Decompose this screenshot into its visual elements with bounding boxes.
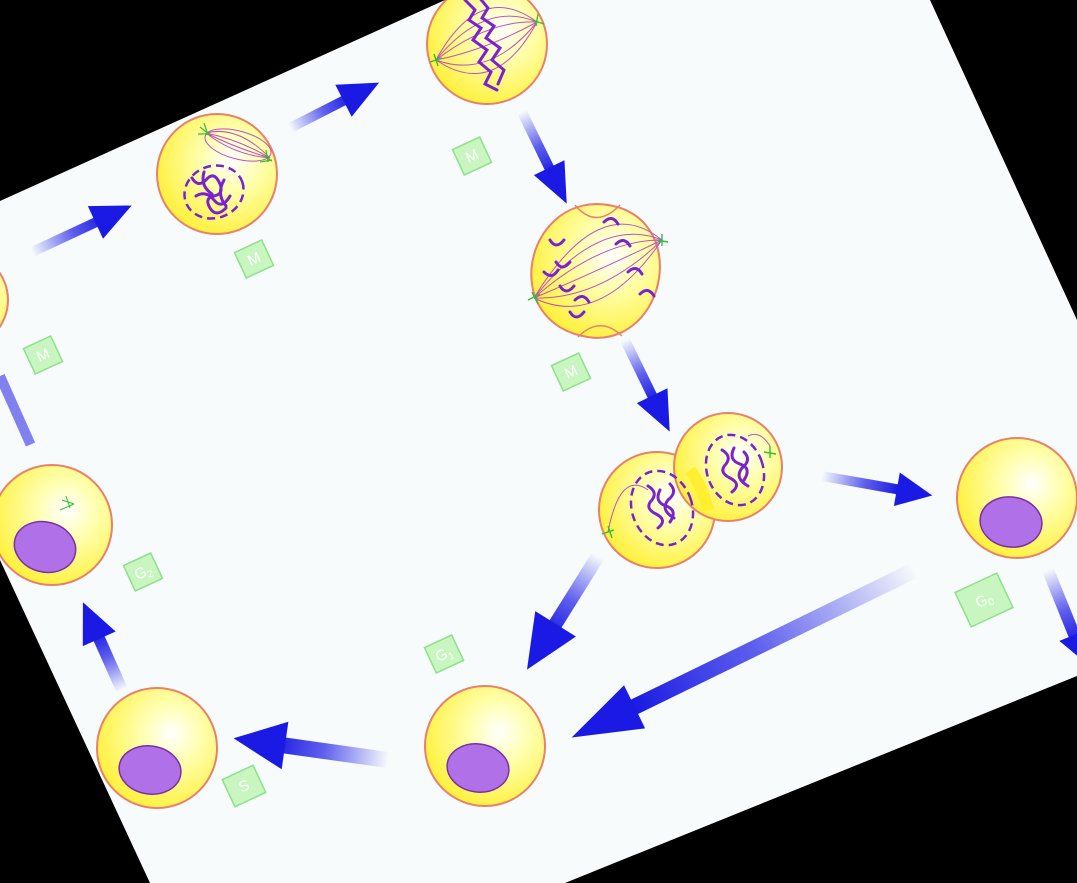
arrow-s-to-g2	[82, 602, 128, 693]
stage-label-sub: 1	[447, 650, 457, 663]
cell-prophase	[156, 113, 278, 235]
arrow-prophase-to-metaphase	[287, 82, 380, 133]
cell-g2	[0, 464, 113, 586]
stage-label-sub: 0	[987, 596, 997, 609]
arrow-g0-offscreen	[1042, 567, 1077, 663]
stage-label-sub: 2	[146, 568, 156, 581]
cell-partial-left	[0, 271, 9, 329]
stage-label: M	[550, 351, 592, 393]
cell-telophase	[598, 412, 783, 569]
stage-label: M	[233, 238, 275, 280]
cell-s	[96, 687, 218, 809]
arrow-g2-to-prophase	[29, 205, 132, 257]
stage-label: G1	[423, 633, 465, 675]
cell-g0	[956, 437, 1077, 559]
stage-labels: M M M G1 G0 S G2 M	[22, 135, 1014, 808]
cell-anaphase	[527, 202, 669, 340]
stage-label: G2	[122, 551, 164, 593]
stage-label: M	[22, 334, 64, 376]
arrows	[0, 82, 1077, 770]
stage-label: M	[451, 135, 493, 177]
cell-g1	[424, 685, 546, 807]
arrow-g1-to-s	[233, 721, 390, 770]
arrow-metaphase-to-anaphase	[517, 109, 567, 204]
arrow-telophase-to-g0	[821, 471, 933, 506]
stage-label: G0	[954, 572, 1014, 628]
arrow-offscreen-to-g2	[0, 373, 36, 447]
arrow-telophase-to-g1	[526, 552, 604, 670]
stage-label: S	[221, 764, 267, 808]
cell-metaphase	[426, 0, 548, 105]
arrow-anaphase-to-telophase	[620, 337, 670, 432]
arrow-g0-to-g1	[571, 562, 919, 738]
